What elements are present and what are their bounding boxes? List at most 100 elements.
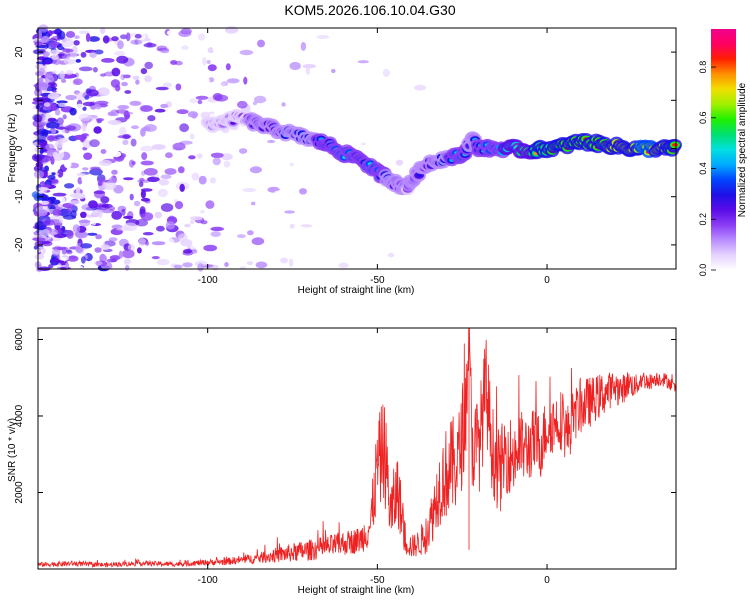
speckle: [243, 76, 248, 85]
speckle: [242, 187, 256, 193]
ridge-core: [416, 173, 423, 178]
speckle: [47, 82, 58, 89]
speckle: [251, 201, 256, 206]
speckle: [395, 159, 404, 166]
speckle: [39, 200, 50, 205]
speckle: [252, 101, 258, 106]
speckle: [177, 166, 185, 174]
speckle: [189, 219, 195, 225]
y-tick-label: 6000: [14, 328, 25, 351]
speckle: [130, 39, 143, 45]
speckle: [223, 160, 231, 168]
snr-y-label: SNR (10 * v/v): [7, 418, 18, 482]
speckle: [107, 111, 116, 117]
speckle: [154, 108, 166, 113]
speckle: [229, 265, 243, 270]
speckle: [179, 183, 185, 192]
speckle: [122, 249, 135, 259]
speckle: [138, 238, 147, 247]
speckle: [197, 263, 204, 272]
speckle: [80, 51, 87, 58]
speckle: [35, 161, 44, 168]
y-tick-label: 0: [14, 145, 25, 151]
speckle: [78, 163, 92, 169]
speckle: [107, 119, 122, 126]
speckle: [144, 61, 153, 70]
colorbar-tick-label: 0.0: [698, 264, 708, 277]
speckle: [91, 210, 102, 217]
speckle: [123, 258, 131, 265]
speckle: [99, 27, 106, 34]
speckle: [72, 224, 81, 234]
snr-series-line: [37, 328, 677, 569]
speckle: [165, 152, 173, 159]
speckle: [135, 79, 140, 85]
speckle: [174, 201, 184, 210]
speckle: [51, 54, 59, 60]
speckle: [58, 52, 65, 57]
speckle: [119, 126, 127, 136]
speckle: [47, 175, 56, 180]
speckle: [242, 164, 252, 170]
speckle: [295, 226, 308, 236]
speckle: [65, 262, 70, 269]
speckle: [89, 139, 100, 148]
speckle: [151, 144, 166, 150]
speckle: [93, 189, 106, 199]
spectrogram-ridge: [200, 108, 682, 196]
speckle: [49, 49, 60, 55]
speckle: [43, 102, 51, 107]
snr-y-axis: 2000 4000 6000: [14, 328, 676, 504]
speckle: [46, 121, 60, 129]
spectrogram-y-axis: -20 -10 0 10 20: [14, 46, 676, 252]
speckle: [91, 220, 97, 226]
speckle: [122, 133, 131, 140]
speckle: [52, 248, 61, 257]
colorbar-scale: [711, 29, 736, 270]
speckle: [189, 245, 200, 250]
speckle: [78, 66, 93, 72]
speckle: [111, 36, 119, 42]
speckle: [88, 200, 98, 209]
speckle: [74, 35, 80, 39]
speckle: [61, 38, 74, 48]
speckle: [75, 103, 85, 109]
x-tick-label: 0: [544, 575, 550, 586]
y-tick-label: 2000: [14, 481, 25, 504]
speckle: [43, 252, 49, 259]
speckle: [190, 216, 203, 221]
spectrogram-x-axis: -100 -50 0: [198, 28, 550, 286]
speckle: [32, 237, 46, 242]
speckle: [387, 252, 395, 258]
speckle: [86, 135, 98, 139]
speckle: [189, 98, 198, 104]
speckle: [37, 209, 48, 217]
speckle: [55, 126, 66, 130]
speckle: [45, 143, 55, 151]
speckle: [133, 200, 141, 207]
speckle: [81, 123, 87, 132]
speckle: [84, 95, 90, 100]
speckle: [209, 177, 216, 184]
speckle: [44, 165, 49, 172]
speckle: [145, 241, 150, 246]
speckle: [382, 68, 391, 77]
speckle: [41, 36, 50, 42]
speckle: [249, 253, 259, 260]
speckle: [93, 260, 103, 266]
speckle: [143, 168, 158, 176]
speckle: [108, 177, 117, 184]
speckle: [166, 30, 175, 36]
speckle: [121, 208, 126, 216]
speckle: [141, 126, 151, 132]
speckle: [147, 115, 156, 122]
speckle: [202, 56, 207, 66]
speckle: [38, 24, 49, 33]
speckle: [50, 30, 60, 34]
speckle: [165, 221, 176, 230]
speckle: [163, 82, 172, 88]
speckle: [144, 53, 148, 62]
speckle: [131, 125, 139, 130]
speckle: [81, 175, 88, 183]
speckle: [66, 229, 74, 239]
